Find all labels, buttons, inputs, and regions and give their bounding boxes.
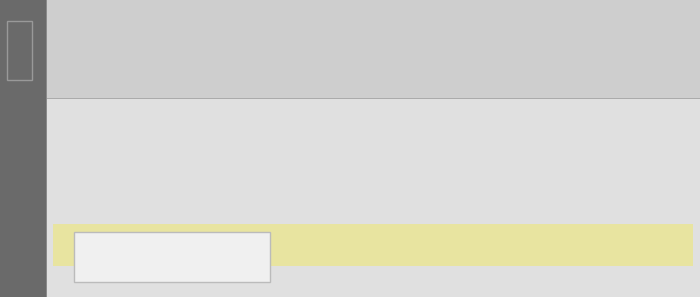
Text: Question 12: Question 12 xyxy=(60,42,160,56)
Text: 2 Ag(s) + Pt$^{2+}$(aq)  $\rightarrow$  Ag$^{+}$(aq) + Pt(s)   E$_\mathrm{cell}$: 2 Ag(s) + Pt$^{2+}$(aq) $\rightarrow$ Ag… xyxy=(74,177,435,197)
Text: Enter the value in scientific notation to three significant figures: 1.23e4: Enter the value in scientific notation t… xyxy=(74,237,552,250)
Text: What is the value of the equilibrium constant for the reaction.: What is the value of the equilibrium con… xyxy=(74,130,488,143)
